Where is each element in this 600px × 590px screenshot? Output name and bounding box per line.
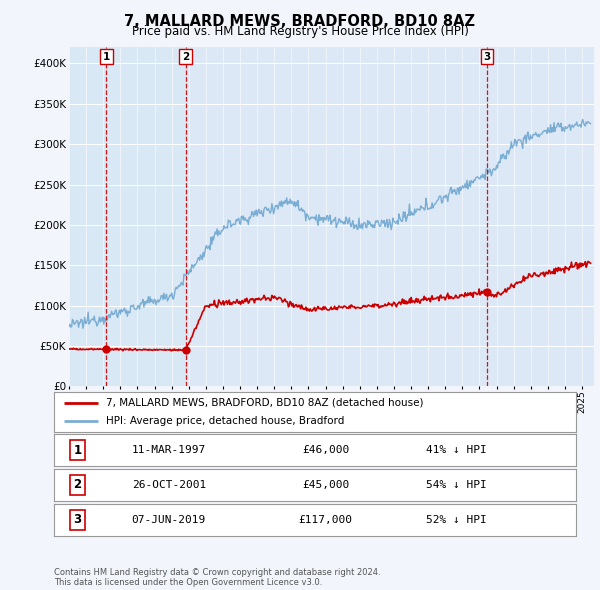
Text: £117,000: £117,000 <box>298 515 352 525</box>
Text: 3: 3 <box>73 513 82 526</box>
Text: HPI: Average price, detached house, Bradford: HPI: Average price, detached house, Brad… <box>106 416 344 426</box>
Text: £45,000: £45,000 <box>302 480 349 490</box>
Text: 11-MAR-1997: 11-MAR-1997 <box>132 445 206 455</box>
Text: 07-JUN-2019: 07-JUN-2019 <box>132 515 206 525</box>
Bar <box>69 47 106 386</box>
Text: 7, MALLARD MEWS, BRADFORD, BD10 8AZ (detached house): 7, MALLARD MEWS, BRADFORD, BD10 8AZ (det… <box>106 398 424 408</box>
Text: 2: 2 <box>73 478 82 491</box>
Text: 2: 2 <box>182 52 189 62</box>
Text: 41% ↓ HPI: 41% ↓ HPI <box>425 445 487 455</box>
Text: 7, MALLARD MEWS, BRADFORD, BD10 8AZ: 7, MALLARD MEWS, BRADFORD, BD10 8AZ <box>125 14 476 28</box>
Text: 1: 1 <box>73 444 82 457</box>
Text: Contains HM Land Registry data © Crown copyright and database right 2024.
This d: Contains HM Land Registry data © Crown c… <box>54 568 380 587</box>
Text: 54% ↓ HPI: 54% ↓ HPI <box>425 480 487 490</box>
Text: 3: 3 <box>483 52 490 62</box>
Text: 52% ↓ HPI: 52% ↓ HPI <box>425 515 487 525</box>
Text: £46,000: £46,000 <box>302 445 349 455</box>
Bar <box>106 47 185 386</box>
Text: 26-OCT-2001: 26-OCT-2001 <box>132 480 206 490</box>
Text: 1: 1 <box>103 52 110 62</box>
Text: Price paid vs. HM Land Registry's House Price Index (HPI): Price paid vs. HM Land Registry's House … <box>131 25 469 38</box>
